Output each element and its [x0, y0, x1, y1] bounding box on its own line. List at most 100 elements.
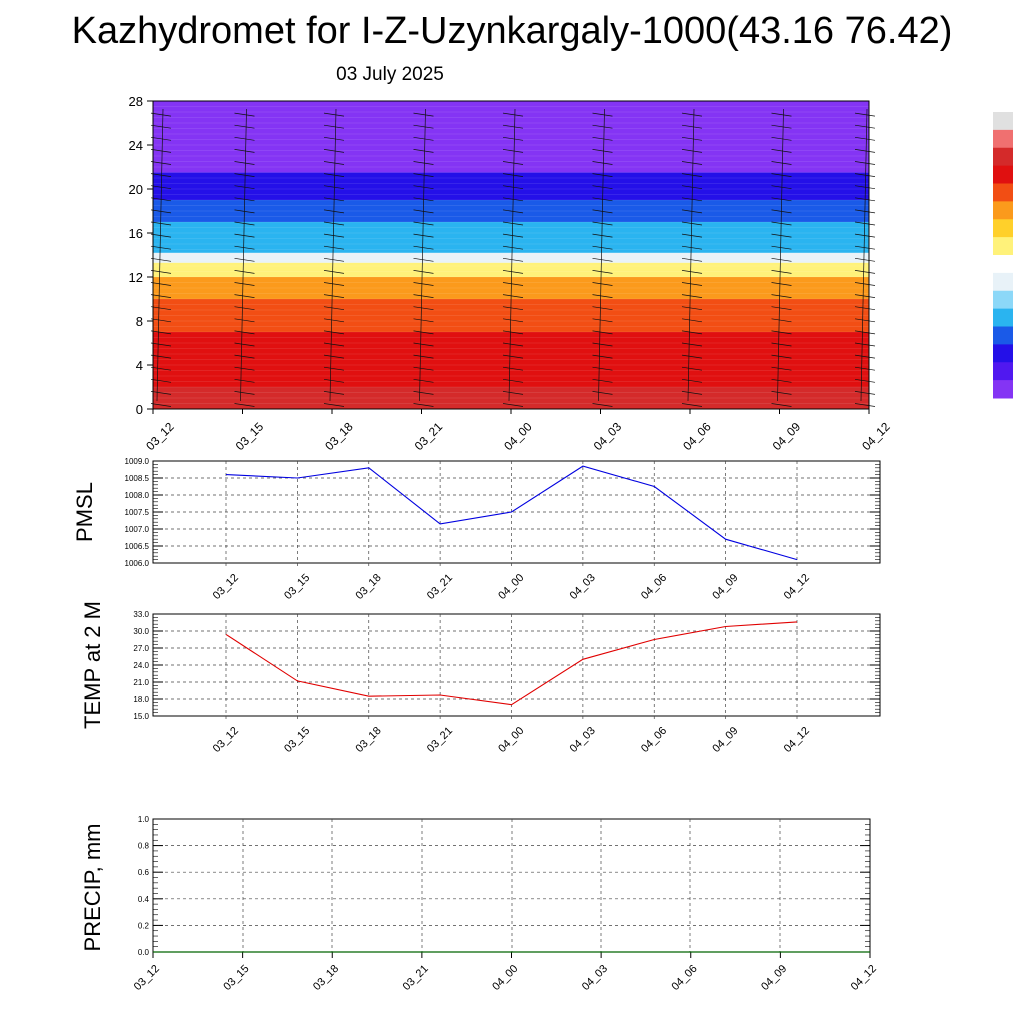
- wind-barb: [323, 149, 345, 153]
- wind-barb: [681, 221, 703, 226]
- wind-barb: [771, 112, 792, 117]
- wind-barb: [323, 221, 345, 226]
- colorbar-swatch: [993, 183, 1013, 202]
- y-tick-label: 1007.5: [125, 508, 150, 517]
- wind-barb: [150, 173, 172, 177]
- wind-barb: [323, 233, 345, 238]
- colorbar-swatch: [993, 255, 1013, 274]
- x-tick-label: 04_12: [782, 572, 812, 602]
- wind-barb: [413, 149, 434, 153]
- y-tick-label: 33.0: [133, 610, 149, 619]
- x-tick-label: 03_12: [211, 572, 241, 602]
- x-tick-label: 04_06: [680, 419, 714, 453]
- wind-barb: [771, 378, 792, 383]
- wind-barb: [592, 282, 613, 286]
- wind-barb: [854, 245, 876, 250]
- wind-barb: [150, 342, 172, 347]
- wind-barb: [234, 257, 255, 262]
- wind-barb: [592, 257, 613, 262]
- wind-barb: [150, 330, 172, 335]
- wind-barb-staff: [860, 108, 868, 402]
- wind-barb: [681, 233, 703, 238]
- wind-barb: [234, 282, 255, 286]
- pmsl-panel: 1006.0 1006.5 1007.0 1007.5 1008.0 1008.5 1009…: [72, 457, 881, 602]
- page-date: 03 July 2025: [336, 64, 444, 85]
- wind-barb: [592, 366, 613, 371]
- x-tick-label: 03_21: [425, 725, 455, 755]
- wind-barb: [592, 149, 613, 153]
- wind-barb: [854, 294, 876, 298]
- wind-barb: [681, 403, 703, 407]
- x-tick-label: 03_12: [132, 963, 162, 993]
- wind-barb: [854, 185, 876, 190]
- precip-panel: 0.0 0.2 0.4 0.6 0.8 1.0 03_12 03_15 03_18 03_21 04…: [80, 815, 879, 993]
- wind-barb: [234, 185, 255, 190]
- wind-barb: [771, 282, 792, 286]
- color-band: [153, 262, 869, 277]
- wind-barb: [150, 136, 172, 141]
- wind-barb: [234, 342, 255, 347]
- colorbar-swatch: [993, 290, 1013, 310]
- colorbar-swatch: [993, 165, 1013, 184]
- wind-barb: [592, 233, 613, 238]
- wind-barb: [592, 173, 613, 177]
- colorbar-swatch: [993, 129, 1013, 149]
- colorbar-swatch: [993, 344, 1013, 363]
- wind-barb: [413, 173, 434, 177]
- x-tick-label: 04_09: [710, 572, 740, 602]
- wind-barb: [150, 221, 172, 226]
- wind-barb: [854, 221, 876, 226]
- x-tick-label: 03_18: [322, 419, 356, 453]
- y-tick-label: 21.0: [133, 678, 149, 687]
- x-tick-label: 03_12: [143, 419, 177, 453]
- wind-barb: [771, 391, 792, 395]
- wind-barb-staff: [329, 108, 337, 402]
- wind-barb-staff: [777, 108, 784, 402]
- wind-barb: [681, 257, 703, 262]
- wind-barb: [323, 124, 345, 129]
- series-line: [225, 465, 798, 561]
- y-tick-label: 1006.5: [125, 542, 150, 551]
- wind-barb: [681, 354, 703, 359]
- wind-barb: [413, 282, 434, 286]
- wind-barb: [502, 112, 524, 117]
- wind-barb: [681, 378, 703, 383]
- wind-barb: [413, 330, 434, 335]
- y-tick-label: 20: [129, 182, 143, 197]
- wind-barb: [234, 112, 255, 117]
- wind-barb: [592, 270, 613, 274]
- wind-barb: [681, 136, 703, 141]
- y-tick-label: 1.0: [138, 815, 150, 824]
- wind-barb: [681, 185, 703, 190]
- wind-barb: [854, 366, 876, 371]
- y-tick-label: 1009.0: [125, 457, 150, 466]
- wind-barb: [234, 318, 255, 323]
- wind-barb: [681, 330, 703, 335]
- wind-barb: [413, 294, 434, 298]
- colorbar-swatch: [993, 147, 1013, 167]
- wind-barb: [150, 378, 172, 383]
- wind-barb: [592, 378, 613, 383]
- temp-panel: 15.0 18.0 21.0 24.0 27.0 30.0 33.0 03_12 03_15 03…: [80, 601, 881, 755]
- wind-barb: [771, 270, 792, 274]
- x-tick-label: 04_06: [639, 725, 669, 755]
- wind-barb: [854, 270, 876, 274]
- colorbar-swatch: [993, 380, 1013, 399]
- x-tick-label: 03_18: [354, 725, 384, 755]
- wind-barb: [413, 366, 434, 371]
- wind-barb: [502, 403, 524, 407]
- wind-barb: [854, 354, 876, 359]
- wind-barb: [150, 282, 172, 286]
- wind-barb: [502, 294, 524, 298]
- wind-barb: [323, 342, 345, 347]
- wind-barb: [234, 233, 255, 238]
- y-tick-label: 0.8: [138, 842, 150, 851]
- wind-barb: [771, 257, 792, 262]
- x-tick-label: 04_03: [568, 572, 598, 602]
- wind-barb: [854, 318, 876, 323]
- wind-barb: [681, 294, 703, 298]
- series-line: [225, 621, 798, 706]
- wind-barb: [234, 136, 255, 141]
- colorbar-swatch: [993, 326, 1013, 345]
- wind-barb: [771, 136, 792, 141]
